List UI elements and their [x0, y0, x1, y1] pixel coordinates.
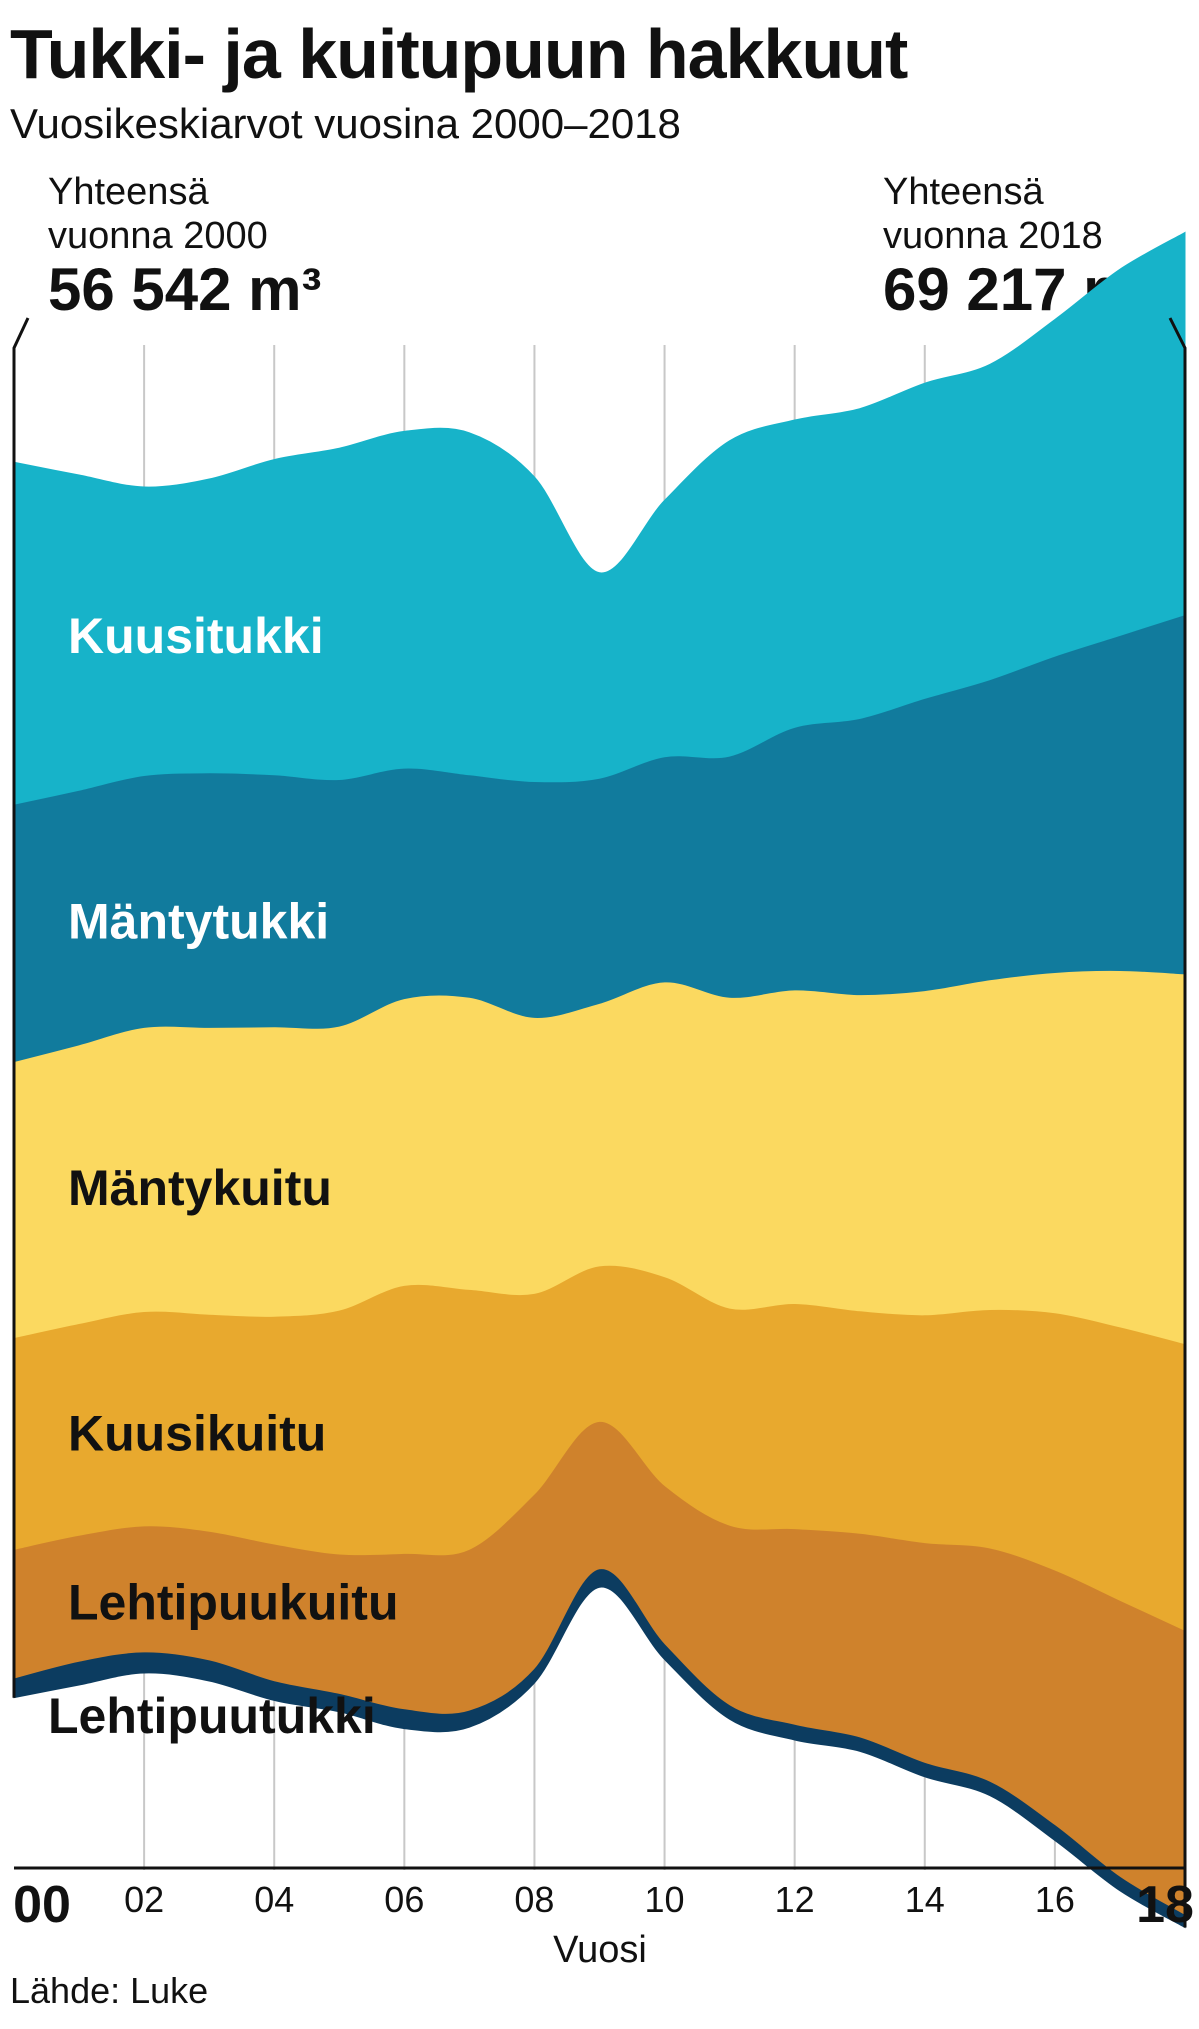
x-tick-label-16: 16 — [1035, 1879, 1075, 1920]
total-2018-annotation: Yhteensä vuonna 2018 69 217 m³ — [883, 170, 1157, 322]
bracket-2018 — [1168, 317, 1187, 1928]
total-brackets — [12, 317, 1187, 1928]
series-labels: Kuusitukki Mäntytukki Mäntykuitu Kuusikuitu… — [48, 608, 399, 1744]
stream-areas — [13, 231, 1186, 1929]
source-note: Lähde: Luke — [10, 1970, 209, 2011]
x-tick-label-04: 04 — [254, 1879, 294, 1920]
x-tick-label-02: 02 — [124, 1879, 164, 1920]
total-2000-annotation: Yhteensä vuonna 2000 56 542 m³ — [48, 170, 322, 322]
label-kuusikuitu: Kuusikuitu — [68, 1405, 326, 1461]
label-kuusitukki: Kuusitukki — [68, 608, 324, 664]
label-mantykuitu: Mäntykuitu — [68, 1160, 332, 1216]
chart-subtitle: Vuosikeskiarvot vuosina 2000–2018 — [10, 100, 681, 147]
x-tick-label-08: 08 — [514, 1879, 554, 1920]
chart-title: Tukki- ja kuitupuun hakkuut — [10, 15, 908, 93]
x-tick-label-14: 14 — [905, 1879, 945, 1920]
x-tick-label-10: 10 — [645, 1879, 685, 1920]
x-tick-label-06: 06 — [384, 1879, 424, 1920]
x-tick-label-18: 18 — [1136, 1876, 1194, 1934]
total-2018-line2: vuonna 2018 — [883, 215, 1103, 257]
total-2000-value: 56 542 m³ — [48, 256, 322, 323]
x-axis: 00 02 04 06 08 10 12 14 16 18 Vuosi — [13, 1866, 1194, 1971]
x-tick-label-00: 00 — [13, 1876, 71, 1934]
bracket-2000 — [12, 317, 30, 1698]
x-tick-label-12: 12 — [775, 1879, 815, 1920]
label-lehtipuukuitu: Lehtipuukuitu — [68, 1574, 399, 1630]
x-axis-label: Vuosi — [553, 1929, 647, 1971]
total-2000-line2: vuonna 2000 — [48, 215, 268, 257]
label-lehtipuutukki: Lehtipuutukki — [48, 1688, 376, 1744]
label-mantytukki: Mäntytukki — [68, 894, 329, 950]
total-2000-line1: Yhteensä — [48, 171, 209, 213]
total-2018-line1: Yhteensä — [883, 171, 1044, 213]
